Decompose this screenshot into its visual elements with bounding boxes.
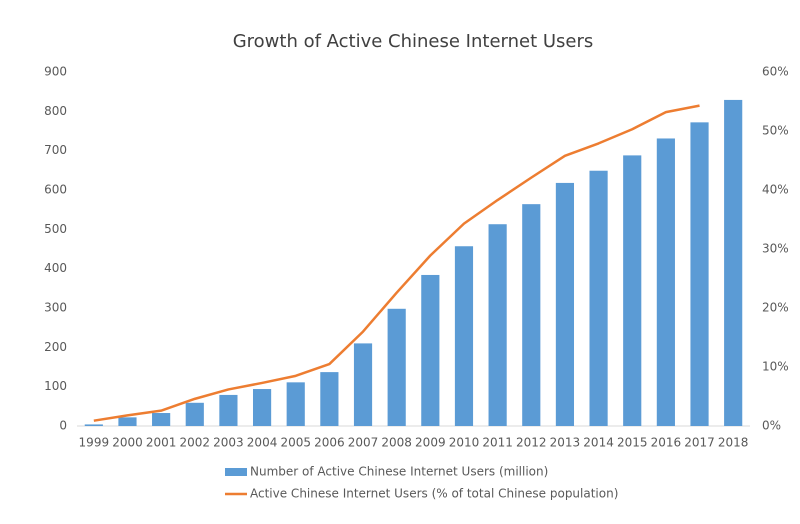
y-tick-label: 500 (44, 222, 67, 236)
bar (623, 155, 642, 427)
y-tick-label: 100 (44, 379, 67, 393)
y2-tick-label: 0% (762, 419, 781, 433)
y2-tick-label: 50% (762, 124, 789, 138)
bar (488, 224, 507, 426)
x-tick-label: 2011 (482, 436, 513, 450)
x-tick-label: 2018 (718, 436, 749, 450)
bar (421, 274, 440, 426)
x-tick-label: 2010 (449, 436, 480, 450)
y-tick-label: 600 (44, 183, 67, 197)
bar (152, 413, 171, 426)
x-tick-label: 2014 (583, 436, 614, 450)
bar (690, 122, 709, 426)
y2-tick-label: 30% (762, 242, 789, 256)
x-tick-label: 2009 (415, 436, 446, 450)
y-tick-label: 300 (44, 301, 67, 315)
x-tick-label: 2002 (180, 436, 211, 450)
x-tick-label: 2004 (247, 436, 278, 450)
y2-tick-label: 20% (762, 301, 789, 315)
y2-tick-label: 60% (762, 65, 789, 79)
y-tick-label: 700 (44, 143, 67, 157)
y-tick-label: 200 (44, 340, 67, 354)
bar (353, 343, 373, 426)
bar (84, 424, 103, 426)
bar (589, 170, 608, 426)
line (93, 104, 700, 422)
legend-label: Number of Active Chinese Internet Users … (250, 465, 548, 479)
bar (118, 417, 137, 426)
x-tick-label: 2001 (146, 436, 177, 450)
bar (387, 308, 406, 426)
bar (219, 394, 238, 426)
x-tick-label: 2003 (213, 436, 244, 450)
legend-swatch (225, 468, 247, 476)
x-tick-label: 2005 (280, 436, 311, 450)
y-tick-label: 400 (44, 261, 67, 275)
y2-tick-label: 40% (762, 183, 789, 197)
x-tick-label: 2007 (348, 436, 379, 450)
bar (656, 138, 675, 426)
x-tick-label: 2015 (617, 436, 648, 450)
x-tick-label: 2012 (516, 436, 547, 450)
y-tick-label: 900 (44, 65, 67, 79)
y2-tick-label: 10% (762, 360, 789, 374)
chart-title: Growth of Active Chinese Internet Users (233, 31, 594, 52)
x-tick-label: 2013 (550, 436, 581, 450)
bar (522, 204, 541, 426)
bar (286, 382, 305, 426)
bar (320, 372, 339, 426)
x-tick-label: 2016 (651, 436, 682, 450)
bar (724, 99, 743, 426)
legend-label: Active Chinese Internet Users (% of tota… (250, 487, 618, 501)
x-tick-label: 1999 (79, 436, 110, 450)
y-tick-label: 800 (44, 104, 67, 118)
y-tick-label: 0 (59, 419, 67, 433)
bar (252, 389, 272, 426)
bar (185, 402, 204, 426)
bar (454, 246, 474, 426)
x-tick-label: 2006 (314, 436, 345, 450)
x-tick-label: 2000 (112, 436, 143, 450)
x-tick-label: 2008 (381, 436, 412, 450)
bar (555, 182, 575, 426)
x-tick-label: 2017 (684, 436, 715, 450)
